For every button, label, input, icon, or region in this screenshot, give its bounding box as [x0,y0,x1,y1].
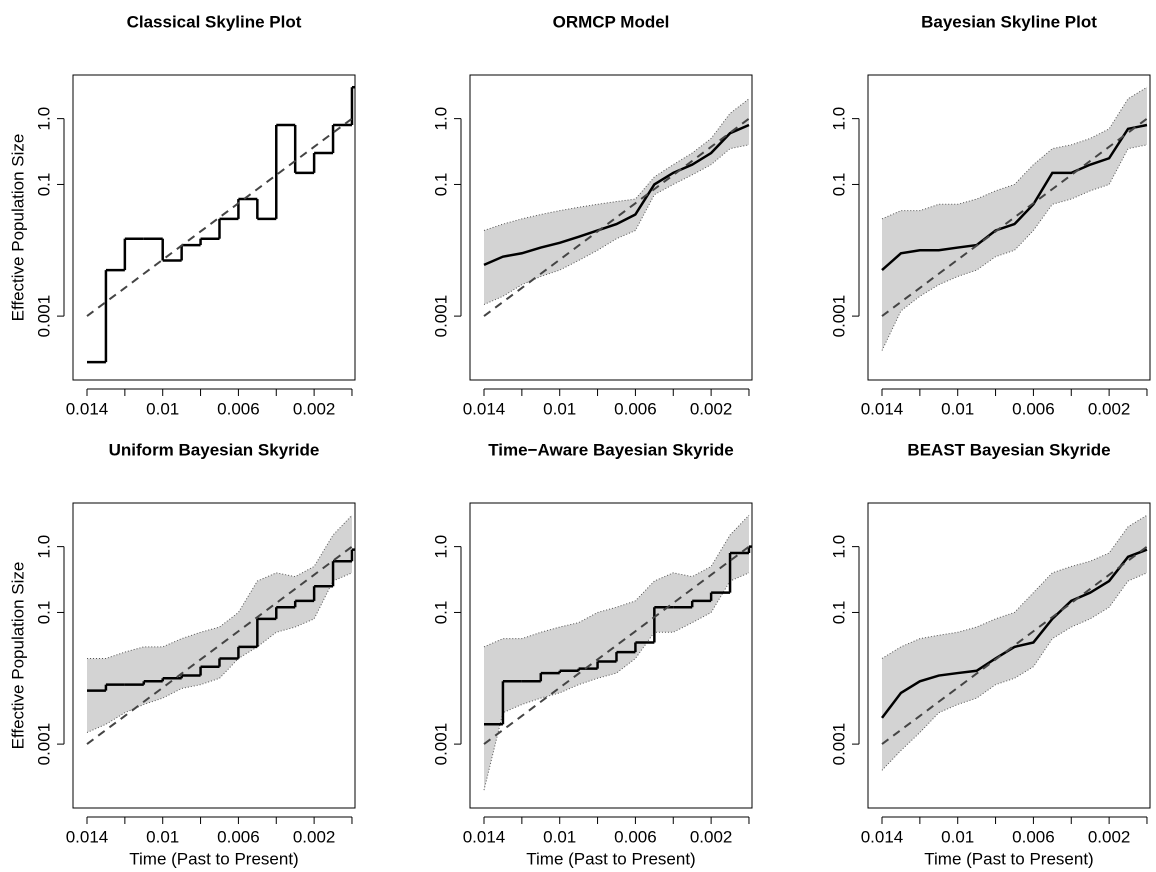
y-tick-label: 0.001 [431,723,450,766]
y-tick-label: 0.1 [34,601,53,625]
panel-title: Uniform Bayesian Skyride [109,440,320,459]
plot-area [86,85,355,364]
panel: Uniform Bayesian Skyride 0.014 0.01 0.006 0.… [8,440,356,868]
y-tick-label: 1.0 [34,535,53,559]
panel: Time−Aware Bayesian Skyride 0.014 0.01 0.00… [431,440,753,868]
y-tick-label: 1.0 [829,107,848,131]
x-tick-label: 0.002 [690,399,733,418]
plot-area [483,514,752,791]
plot-area [86,514,355,745]
x-tick-label: 0.006 [1012,827,1055,846]
y-tick-label: 0.1 [431,173,450,197]
y-tick-label: 1.0 [431,535,450,559]
y-tick-label: 0.001 [34,295,53,338]
x-tick-label: 0.014 [463,399,506,418]
x-tick-label: 0.002 [293,399,336,418]
panel-title: Time−Aware Bayesian Skyride [488,440,734,459]
y-tick-label: 0.1 [34,173,53,197]
credible-band [882,87,1147,351]
y-tick-label: 1.0 [34,107,53,131]
x-tick-label: 0.014 [66,827,109,846]
plot-area [881,86,1148,351]
y-tick-label: 0.001 [829,723,848,766]
x-tick-label: 0.002 [1088,399,1131,418]
x-axis-label: Time (Past to Present) [924,849,1093,868]
x-tick-label: 0.01 [146,827,179,846]
estimate-line [881,548,1148,719]
credible-band [87,515,352,733]
plot-box [469,502,753,809]
x-axis-label: Time (Past to Present) [129,849,298,868]
x-tick-label: 0.006 [614,399,657,418]
panel: BEAST Bayesian Skyride 0.014 0.01 0.006 0.00… [829,440,1151,868]
x-tick-label: 0.014 [66,399,109,418]
y-axis-label: Effective Population Size [8,134,27,322]
x-tick-label: 0.01 [941,399,974,418]
panel-title: Bayesian Skyline Plot [921,12,1097,31]
x-tick-label: 0.006 [614,827,657,846]
panel-title: BEAST Bayesian Skyride [907,440,1110,459]
y-tick-label: 1.0 [431,107,450,131]
estimate-line [881,123,1148,272]
x-tick-label: 0.002 [690,827,733,846]
y-tick-label: 0.1 [829,601,848,625]
plot-box [867,502,1151,809]
true-trajectory [86,117,353,317]
x-tick-label: 0.002 [293,827,336,846]
x-tick-label: 0.014 [463,827,506,846]
y-tick-label: 0.1 [829,173,848,197]
y-tick-label: 0.001 [829,295,848,338]
plot-box [469,74,753,381]
x-tick-label: 0.014 [861,399,904,418]
panel: ORMCP Model 0.014 0.01 0.006 0.002 0.001 0.1 1.… [431,12,753,418]
x-tick-label: 0.01 [543,399,576,418]
y-tick-label: 1.0 [829,535,848,559]
x-tick-label: 0.014 [861,827,904,846]
band-edge [87,514,353,659]
x-tick-label: 0.006 [1012,399,1055,418]
y-tick-label: 0.1 [431,601,450,625]
band-edge [881,86,1148,220]
x-tick-label: 0.01 [146,399,179,418]
plot-area [881,514,1148,771]
x-tick-label: 0.01 [941,827,974,846]
x-tick-label: 0.006 [217,399,260,418]
y-axis-label: Effective Population Size [8,562,27,750]
plot-box [72,74,356,381]
panel-title: ORMCP Model [553,12,670,31]
panel: Bayesian Skyline Plot 0.014 0.01 0.006 0.002… [829,12,1151,418]
y-tick-label: 0.001 [34,723,53,766]
band-edge [881,144,1148,351]
band-edge [483,98,750,231]
x-tick-label: 0.01 [543,827,576,846]
plot-box [867,74,1151,381]
x-tick-label: 0.006 [217,827,260,846]
credible-band [882,515,1147,771]
y-tick-label: 0.001 [431,295,450,338]
x-tick-label: 0.002 [1088,827,1131,846]
plot-box [72,502,356,809]
plot-area [483,98,750,317]
panel-title: Classical Skyline Plot [127,12,302,31]
panel: Classical Skyline Plot 0.014 0.01 0.006 0.00… [8,12,356,418]
band-edge [881,514,1148,659]
estimate-line [483,123,750,267]
x-axis-label: Time (Past to Present) [526,849,695,868]
